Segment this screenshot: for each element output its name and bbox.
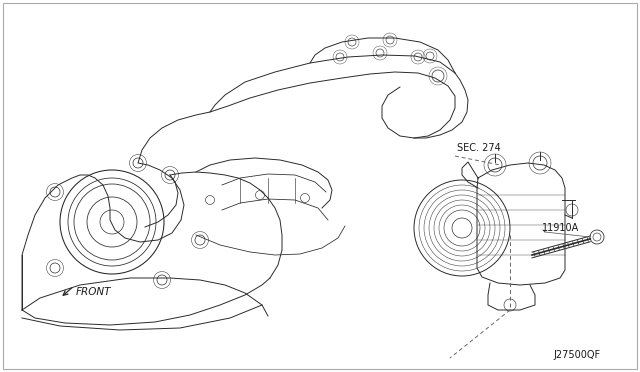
Text: 11910A: 11910A bbox=[542, 223, 579, 233]
Text: J27500QF: J27500QF bbox=[553, 350, 600, 360]
Text: FRONT: FRONT bbox=[76, 287, 111, 297]
Text: SEC. 274: SEC. 274 bbox=[457, 143, 500, 153]
